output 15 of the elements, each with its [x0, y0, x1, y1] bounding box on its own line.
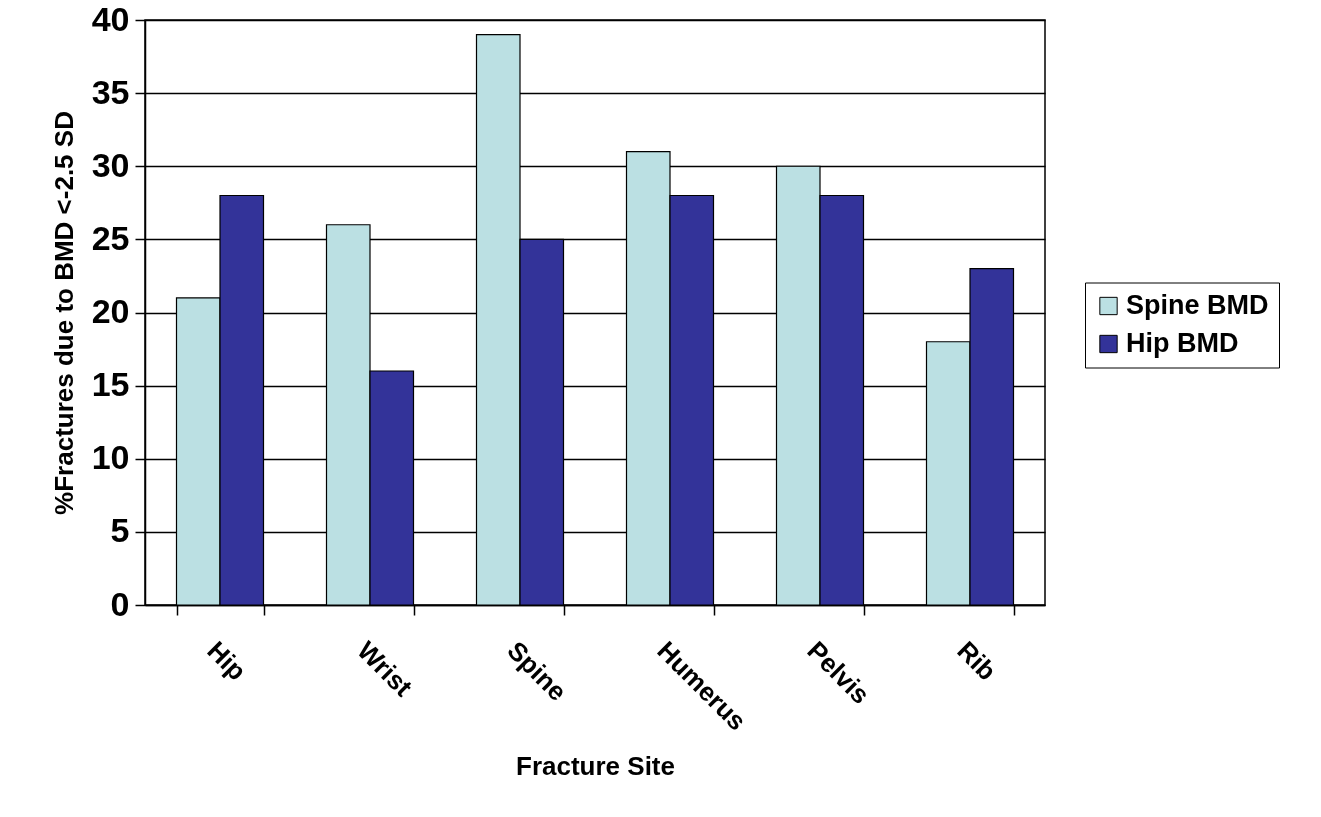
- y-tick-label: 35: [91, 72, 130, 111]
- y-tick-label: 5: [110, 511, 130, 550]
- x-axis-title: Fracture Site: [516, 750, 675, 781]
- y-tick-label: 15: [91, 365, 130, 404]
- y-tick-label: 0: [110, 584, 130, 623]
- y-tick-label: 25: [91, 218, 130, 257]
- y-tick-label: 10: [91, 438, 130, 477]
- x-tick-label: Hip: [201, 635, 253, 687]
- legend-label: Spine BMD: [1126, 290, 1269, 320]
- y-tick-label: 20: [91, 292, 130, 330]
- legend-label: Hip BMD: [1126, 328, 1239, 358]
- y-tick-label: 30: [91, 145, 130, 184]
- y-axis-title: %Fractures due to BMD <-2.5 SD: [48, 111, 79, 515]
- y-tick-label: 40: [91, 0, 130, 38]
- x-tick-label: Rib: [951, 635, 1003, 687]
